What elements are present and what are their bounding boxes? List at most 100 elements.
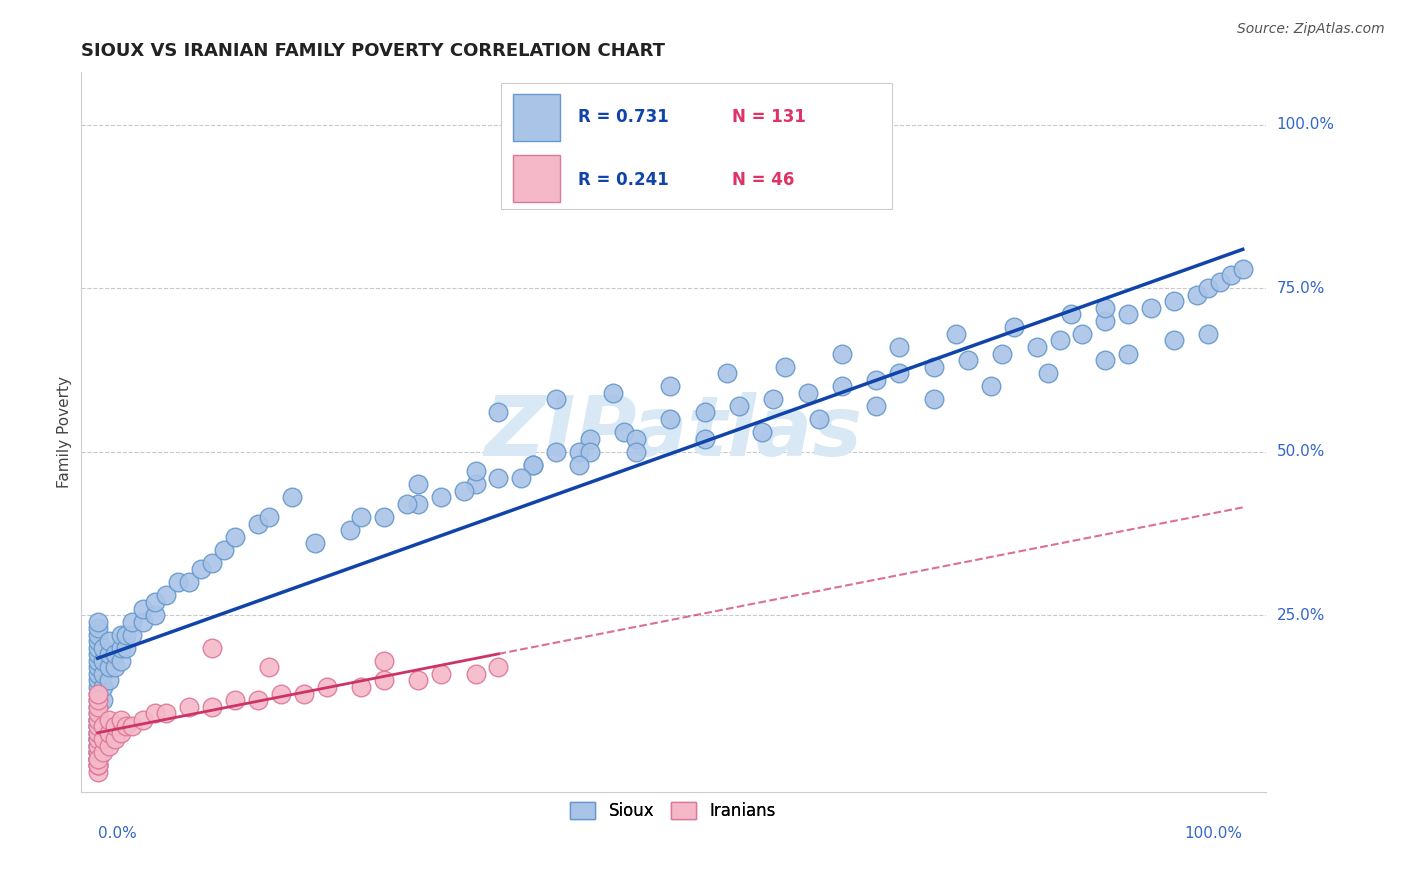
Point [201, 640, 224, 655]
Point [98, 648, 121, 662]
Point [1071, 326, 1094, 341]
Point [98, 634, 121, 648]
Point [115, 640, 138, 655]
Point [339, 523, 361, 537]
Point [143, 706, 166, 720]
Point [86, 752, 108, 766]
Point [86, 764, 108, 779]
Point [86, 628, 108, 642]
Point [86, 648, 108, 662]
Point [86, 699, 108, 714]
Point [980, 379, 1002, 393]
Point [132, 713, 155, 727]
Point [831, 379, 853, 393]
Point [224, 693, 246, 707]
Point [1094, 301, 1116, 315]
Point [1209, 275, 1232, 289]
Point [224, 530, 246, 544]
Point [1036, 366, 1059, 380]
Point [86, 699, 108, 714]
Point [1163, 334, 1185, 348]
Point [121, 628, 143, 642]
Point [86, 732, 108, 747]
Point [86, 660, 108, 674]
Point [155, 589, 177, 603]
Point [143, 608, 166, 623]
Point [1094, 353, 1116, 368]
Point [395, 497, 418, 511]
Point [86, 732, 108, 747]
Point [86, 706, 108, 720]
Point [98, 673, 121, 688]
Point [693, 405, 716, 419]
Point [93, 680, 115, 694]
Point [110, 725, 132, 739]
Point [179, 699, 201, 714]
Point [110, 628, 132, 642]
Point [865, 399, 887, 413]
Point [201, 699, 224, 714]
Point [86, 739, 108, 753]
Point [373, 673, 395, 688]
Text: N = 131: N = 131 [733, 108, 806, 126]
Point [728, 399, 751, 413]
Point [86, 758, 108, 772]
Point [568, 458, 591, 472]
Point [104, 660, 127, 674]
Point [86, 706, 108, 720]
Point [104, 732, 127, 747]
Point [86, 621, 108, 635]
Point [86, 634, 108, 648]
Point [488, 405, 510, 419]
Point [510, 471, 533, 485]
Point [762, 392, 785, 407]
Point [104, 648, 127, 662]
Point [121, 719, 143, 733]
Point [86, 713, 108, 727]
Point [86, 725, 108, 739]
Point [104, 719, 127, 733]
Text: 50.0%: 50.0% [1277, 444, 1324, 459]
Point [693, 432, 716, 446]
Point [408, 673, 430, 688]
Point [602, 385, 624, 400]
Point [115, 628, 138, 642]
Point [430, 667, 453, 681]
Point [889, 366, 911, 380]
Point [544, 444, 567, 458]
Point [1140, 301, 1163, 315]
Point [865, 373, 887, 387]
Point [86, 680, 108, 694]
Text: 100.0%: 100.0% [1277, 117, 1334, 132]
Point [110, 713, 132, 727]
Point [93, 667, 115, 681]
Point [831, 346, 853, 360]
Point [86, 719, 108, 733]
Point [1025, 340, 1047, 354]
Point [522, 458, 544, 472]
Point [86, 693, 108, 707]
Point [464, 464, 486, 478]
Point [430, 491, 453, 505]
Point [86, 745, 108, 759]
Point [624, 444, 647, 458]
Point [1094, 314, 1116, 328]
Point [86, 673, 108, 688]
Text: 25.0%: 25.0% [1277, 607, 1324, 623]
Point [1002, 320, 1025, 334]
FancyBboxPatch shape [513, 94, 561, 141]
Point [86, 713, 108, 727]
Point [86, 719, 108, 733]
Point [86, 713, 108, 727]
Point [488, 471, 510, 485]
Point [522, 458, 544, 472]
Point [86, 654, 108, 668]
Point [315, 680, 337, 694]
Point [93, 719, 115, 733]
Text: ZIPatlas: ZIPatlas [484, 392, 862, 473]
Point [613, 425, 636, 439]
Point [166, 575, 188, 590]
Point [1116, 307, 1139, 321]
Point [93, 654, 115, 668]
Point [86, 667, 108, 681]
